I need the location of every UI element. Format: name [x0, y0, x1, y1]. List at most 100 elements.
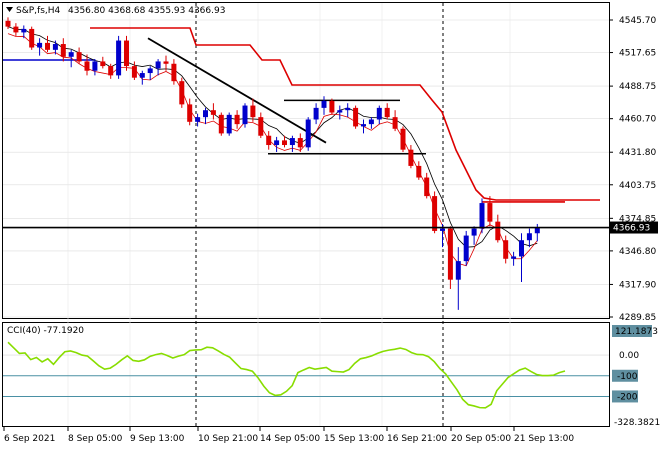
- time-tick-label: 21 Sep 13:00: [514, 434, 574, 444]
- cci-tick-label: 0.00: [619, 351, 639, 361]
- candle-body: [463, 235, 469, 262]
- candle-body: [503, 240, 509, 259]
- candle-body: [321, 100, 327, 108]
- candle-body: [187, 104, 193, 122]
- candle-body: [361, 124, 366, 127]
- candle-body: [471, 228, 477, 236]
- candle-body: [171, 63, 177, 82]
- cci-label: CCI(40) -77.1920: [7, 326, 84, 336]
- cci-level-lines: [3, 354, 609, 397]
- current-price-box: [610, 221, 658, 234]
- candle-body: [274, 140, 280, 146]
- candle-body: [163, 61, 169, 64]
- grid-lines: [3, 3, 609, 426]
- candle-body: [13, 26, 19, 33]
- candle-body: [84, 61, 90, 71]
- candle-body: [266, 135, 272, 146]
- candle-body: [408, 149, 414, 166]
- period-separators: [195, 3, 444, 426]
- candle-body: [519, 240, 524, 257]
- time-axis: 6 Sep 2021 8 Sep 05:00 9 Sep 13:00 10 Sep 2…: [3, 427, 574, 444]
- cci-axis: 0.00 -100 -200: [612, 351, 639, 403]
- candle-body: [108, 66, 114, 76]
- time-tick-label: 9 Sep 13:00: [130, 434, 185, 444]
- price-tick-label: 4374.85: [619, 214, 656, 224]
- ohlc-readout: 4356.80 4368.68 4355.93 4366.93: [68, 6, 225, 16]
- candle-body: [45, 42, 50, 50]
- candle-body: [124, 40, 129, 67]
- moving-average-line: [7, 26, 538, 248]
- candle-body: [218, 114, 224, 134]
- time-tick-label: 15 Sep 13:00: [324, 434, 384, 444]
- candle-body: [511, 256, 517, 259]
- candle-body: [305, 119, 311, 148]
- price-tick-label: 4431.80: [619, 148, 656, 158]
- candle-body: [297, 138, 303, 148]
- candle-body: [368, 119, 374, 125]
- price-tick-label: 4517.65: [619, 49, 656, 59]
- candle-body: [60, 44, 66, 57]
- candle-body: [479, 203, 485, 229]
- price-tick-label: 4488.75: [619, 82, 656, 92]
- time-tick-label: 16 Sep 21:00: [387, 434, 447, 444]
- candle-body: [242, 105, 248, 125]
- candle-body: [258, 117, 264, 136]
- candle-body: [139, 73, 145, 78]
- candle-body: [376, 107, 382, 120]
- collapse-triangle-icon[interactable]: [6, 7, 13, 12]
- candle-body: [195, 117, 201, 122]
- upper-envelope-line: [90, 27, 600, 201]
- candle-body: [440, 228, 445, 231]
- time-tick-label: 14 Sep 05:00: [260, 434, 320, 444]
- cci-polyline: [7, 341, 566, 409]
- time-tick-label: 20 Sep 05:00: [451, 434, 511, 444]
- price-tick-label: 4317.90: [619, 280, 656, 290]
- candle-body: [131, 66, 137, 78]
- candle-body: [5, 20, 11, 27]
- candle-body: [203, 110, 208, 118]
- cci-min-label: -328.3821: [614, 418, 660, 428]
- cci-line: [7, 341, 566, 409]
- price-axis: 4545.70 4517.65 4488.75 4460.70 4431.80 4403.…: [609, 16, 656, 323]
- candle-body: [68, 52, 74, 57]
- candle-body: [76, 52, 82, 62]
- price-panel: [2, 2, 610, 319]
- cci-tick-label: -100: [617, 372, 638, 382]
- candle-body: [116, 40, 122, 76]
- candle-body: [416, 165, 422, 178]
- trend-drawings: [147, 37, 565, 203]
- candle-body: [29, 28, 35, 48]
- cci-tick-label: -200: [617, 392, 638, 402]
- cci-panel: [2, 322, 610, 427]
- candle-body: [226, 114, 232, 134]
- candle-body: [289, 138, 295, 146]
- candle-body: [487, 203, 493, 222]
- candle-body: [52, 44, 58, 50]
- candle-body: [179, 81, 185, 105]
- candle-body: [495, 221, 501, 241]
- current-price-label: 4366.93: [613, 224, 650, 234]
- price-tick-label: 4460.70: [619, 115, 656, 125]
- time-tick-label: 8 Sep 05:00: [68, 434, 123, 444]
- cci-tick-box: [612, 390, 638, 403]
- candle-body: [432, 196, 438, 231]
- candlesticks: [5, 17, 540, 310]
- candle-body: [100, 61, 106, 67]
- price-tick-label: 4403.75: [619, 181, 656, 191]
- candle-body: [282, 140, 287, 146]
- candle-body: [455, 261, 461, 280]
- candle-body: [155, 61, 161, 69]
- candle-body: [345, 107, 351, 111]
- cci-max-box: [612, 325, 652, 337]
- candle-body: [234, 114, 240, 125]
- price-tick-label: 4346.80: [619, 247, 656, 257]
- candle-body: [384, 107, 390, 118]
- cci-max-label: 121.1873: [615, 327, 658, 337]
- candle-body: [210, 110, 216, 115]
- candle-body: [526, 233, 532, 241]
- candle-body: [447, 228, 453, 280]
- candle-body: [250, 105, 256, 118]
- candle-body: [353, 107, 359, 127]
- candle-body: [392, 117, 398, 129]
